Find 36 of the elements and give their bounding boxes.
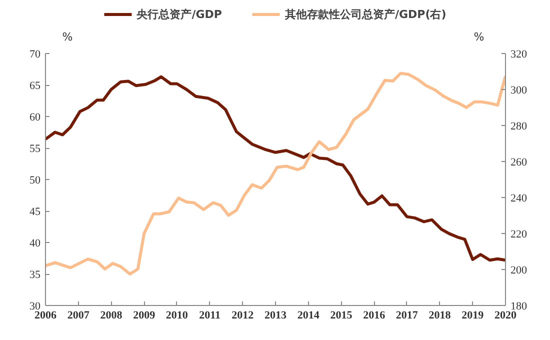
x-tick-label: 2016 [363, 310, 386, 322]
y2-tick-label: 200 [510, 264, 528, 276]
x-tick-label: 2018 [428, 310, 452, 322]
legend-label: 央行总资产/GDP [136, 6, 222, 22]
x-tick-label: 2006 [34, 310, 57, 322]
x-tick-label: 2014 [297, 310, 320, 322]
y2-tick-label: 300 [510, 84, 528, 96]
legend-label: 其他存款性公司总资产/GDP(右) [284, 6, 446, 22]
y-tick-label: 30 [30, 300, 41, 312]
x-tick-label: 2015 [330, 310, 353, 322]
y2-tick-label: 220 [510, 228, 528, 240]
y-tick-label: 35 [30, 269, 41, 281]
x-tick-label: 2013 [264, 310, 287, 322]
y2-tick-label: 240 [510, 192, 528, 204]
y2-tick-label: 280 [510, 120, 528, 132]
x-tick-label: 2007 [67, 310, 90, 322]
y2-tick-label: 320 [510, 48, 528, 60]
y-tick-label: 55 [30, 143, 41, 155]
x-tick-label: 2020 [494, 310, 517, 322]
x-tick-label: 2017 [396, 310, 418, 322]
y-tick-label: 60 [30, 112, 41, 124]
x-tick-label: 2019 [462, 310, 484, 322]
y2-tick-label: 260 [510, 156, 528, 168]
x-tick-label: 2012 [232, 310, 254, 322]
y-tick-label: 70 [30, 48, 41, 60]
y2-axis-title: % [474, 30, 484, 44]
y-tick-label: 40 [30, 238, 41, 250]
y-tick-label: 65 [30, 80, 41, 92]
x-tick-label: 2010 [166, 310, 188, 322]
y-tick-label: 50 [30, 174, 41, 186]
x-tick-label: 2011 [199, 310, 220, 322]
y-axis-title: % [62, 30, 73, 44]
y-tick-label: 45 [30, 206, 41, 218]
x-tick-label: 2008 [100, 310, 123, 322]
x-tick-label: 2009 [133, 310, 156, 322]
y2-tick-label: 180 [510, 300, 528, 312]
